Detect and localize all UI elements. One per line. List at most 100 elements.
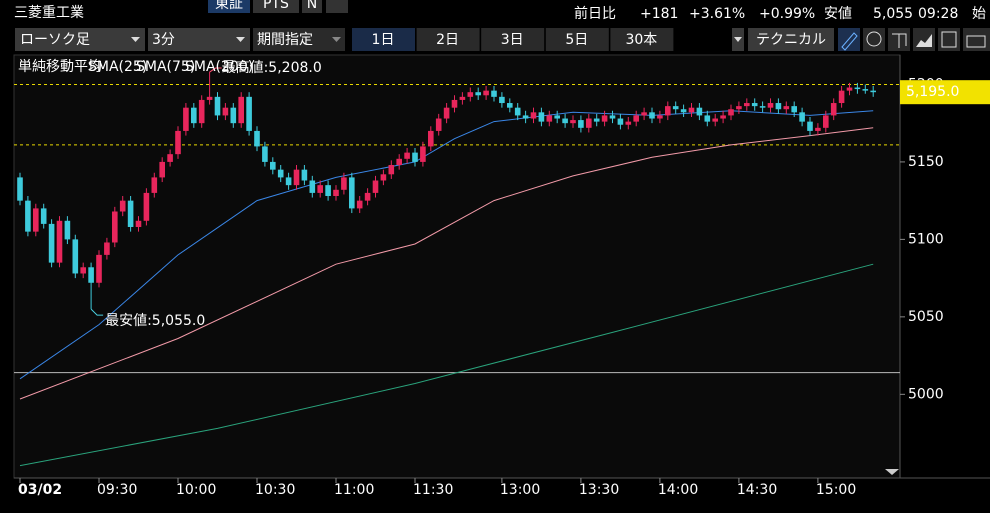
- candle-body: [198, 99, 205, 124]
- range-tab-label: 3日: [501, 32, 524, 48]
- candle-body: [791, 106, 797, 113]
- candle-body: [475, 92, 481, 96]
- candle-body: [214, 96, 221, 116]
- candle-body: [309, 180, 316, 193]
- candle-body: [356, 200, 363, 209]
- candle-body: [380, 174, 387, 181]
- candle-body: [420, 146, 426, 162]
- dropdown-arrow: [332, 37, 341, 42]
- candle-body: [530, 112, 537, 119]
- candle-body: [688, 107, 695, 113]
- plot-area: [13, 54, 901, 479]
- candle-body: [435, 118, 442, 131]
- x-tick-label: 13:00: [500, 482, 540, 498]
- y-tick-label: 5050: [908, 309, 944, 325]
- low-marker: 最安値:5,055.0: [105, 313, 205, 329]
- legend-title: 単純移動平均: [18, 59, 102, 75]
- x-tick-label: 10:30: [255, 482, 295, 498]
- candle-body: [175, 130, 181, 155]
- dropdown-arrow: [236, 37, 245, 42]
- candle-body: [767, 103, 774, 108]
- save-icon[interactable]: [938, 28, 960, 51]
- candle-body: [301, 169, 308, 181]
- y-tick-label: 5150: [908, 154, 944, 170]
- candle-body: [412, 152, 418, 162]
- scroll-arrow[interactable]: [885, 469, 899, 475]
- area-glyph: [916, 34, 932, 47]
- range-tab[interactable]: [545, 28, 609, 51]
- candle-body: [830, 103, 837, 116]
- candle-body: [270, 161, 276, 170]
- tool-icons: [838, 28, 990, 51]
- candle-body: [167, 154, 173, 162]
- market-button[interactable]: [253, 0, 299, 13]
- candle-body: [704, 115, 711, 122]
- legend-entry: SMA(75): [136, 59, 195, 75]
- last-price-box: [900, 80, 990, 105]
- range-tab[interactable]: [481, 28, 545, 51]
- folder-icon[interactable]: [963, 28, 990, 51]
- range-tabs: 1日 2日 3日 5日 30本: [352, 28, 674, 51]
- range-tab[interactable]: [352, 28, 415, 51]
- x-tick-label: 09:30: [97, 482, 137, 498]
- candle-body: [238, 96, 244, 124]
- candle-body: [96, 254, 102, 283]
- legend-entry: SMA(200): [185, 59, 253, 75]
- candle-body: [17, 177, 23, 201]
- candle-body: [672, 106, 679, 110]
- bell-button[interactable]: [326, 0, 348, 13]
- market-button[interactable]: [302, 0, 322, 13]
- period-dropdown[interactable]: [253, 28, 345, 51]
- change-pct: +3.61%: [689, 6, 745, 22]
- chart-type: ローソク足: [20, 32, 90, 48]
- range-tab-label: 2日: [436, 32, 459, 48]
- candle-body: [246, 96, 252, 131]
- interval-dropdown[interactable]: [148, 28, 250, 51]
- candle-body: [285, 177, 292, 186]
- sma-line: [19, 263, 874, 467]
- range-tab[interactable]: [610, 28, 674, 51]
- candle-body: [799, 112, 805, 122]
- candle-body: [562, 118, 568, 124]
- candle-body: [341, 177, 347, 190]
- stock-title: 三菱重工業: [14, 5, 84, 21]
- candle-body: [815, 127, 821, 131]
- candle-body: [151, 177, 158, 193]
- candle-body: [206, 96, 213, 100]
- x-tick-label: 11:00: [334, 482, 374, 498]
- candle-body: [262, 146, 268, 162]
- candle-body: [720, 115, 726, 119]
- candle-body: [601, 115, 608, 122]
- candle-body: [736, 106, 742, 110]
- candle-body: [33, 208, 39, 232]
- low-label: 安値: [824, 6, 852, 22]
- candle-body: [554, 115, 560, 119]
- candle-body: [870, 90, 876, 93]
- change: +181: [640, 6, 678, 22]
- candle-body: [143, 192, 150, 221]
- market-buttons: 東証 PTS N: [208, 0, 348, 13]
- market-button[interactable]: [208, 0, 250, 13]
- candle-body: [807, 121, 813, 131]
- market-button-label: PTS: [263, 0, 289, 12]
- high-marker: 最高値:5,208.0: [222, 59, 322, 76]
- open-label: 始: [972, 6, 986, 22]
- chart-type-dropdown[interactable]: [15, 28, 145, 51]
- x-tick-label: 03/02: [18, 482, 62, 498]
- range-tab[interactable]: [416, 28, 480, 51]
- change-pct2: +0.99%: [759, 6, 815, 22]
- numeric-icon[interactable]: [863, 28, 885, 51]
- candle-body: [48, 223, 55, 263]
- candle-body: [135, 220, 142, 227]
- candle-body: [467, 92, 474, 97]
- technical-button[interactable]: [748, 28, 834, 51]
- candle-body: [499, 96, 505, 104]
- y-tick-label: 5000: [908, 386, 944, 402]
- candle-body: [491, 90, 497, 97]
- market-button-label: 東証: [215, 0, 243, 12]
- candle-body: [507, 103, 513, 108]
- candle-body: [277, 169, 284, 178]
- period: 期間指定: [257, 32, 313, 48]
- candle-body: [578, 120, 584, 128]
